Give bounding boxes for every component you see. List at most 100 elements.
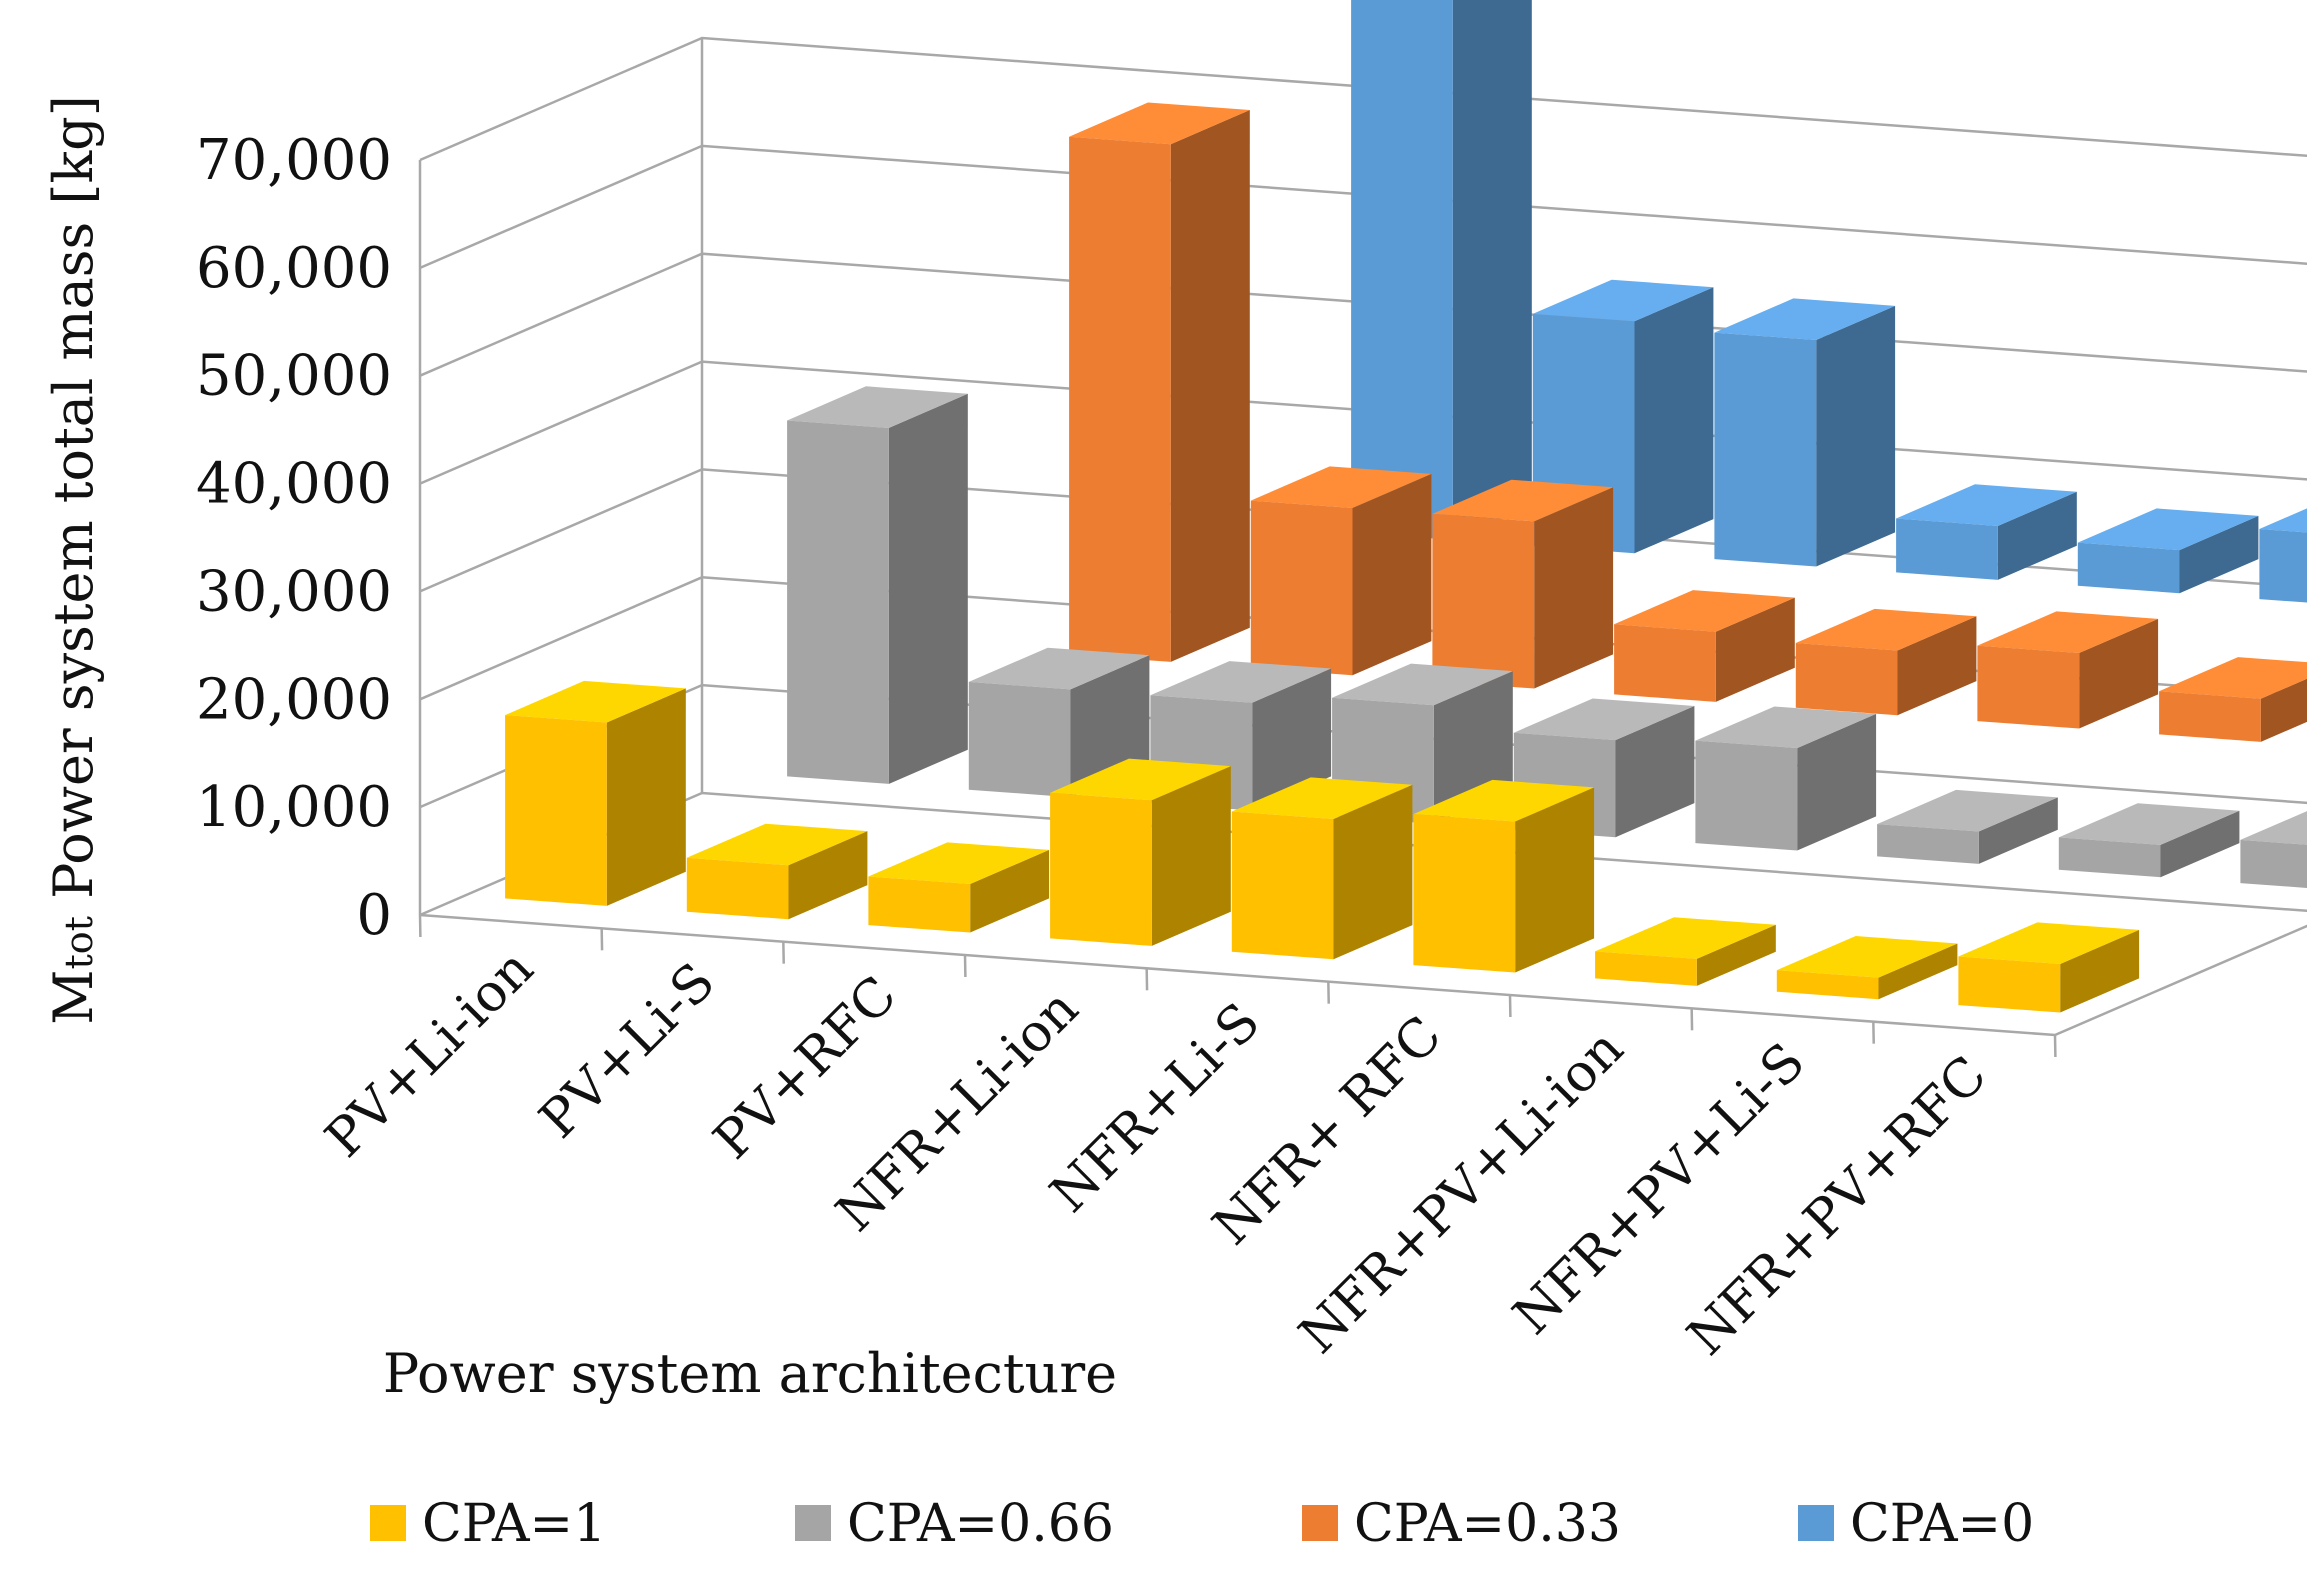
bar-front-face xyxy=(1250,500,1353,676)
bar-top-face xyxy=(1877,789,2058,832)
bar xyxy=(2240,811,2307,888)
bar-front-face xyxy=(1776,970,1879,1000)
bar-top-face xyxy=(1958,922,2140,964)
bar xyxy=(505,680,686,906)
legend-label: CPA=0.66 xyxy=(847,1494,1114,1554)
bar xyxy=(686,823,868,920)
y-tick-label: 60,000 xyxy=(196,236,392,301)
bar-side-face xyxy=(1997,491,2077,580)
bar-front-face xyxy=(1795,643,1898,716)
bar-front-face xyxy=(787,420,889,784)
bar-side-face xyxy=(2060,929,2140,1013)
bar-side-face xyxy=(2260,678,2307,742)
bars xyxy=(505,0,2307,1013)
legend-item: CPA=0 xyxy=(1798,1494,2034,1554)
y-axis-title-prefix: M xyxy=(42,970,105,1025)
bar xyxy=(1413,779,1595,973)
y-tick-label: 30,000 xyxy=(196,559,392,624)
legend-label: CPA=0.33 xyxy=(1354,1494,1621,1554)
bar-side-face xyxy=(1696,924,1776,986)
bar-top-face xyxy=(1069,102,1250,145)
bar xyxy=(1069,102,1250,662)
bar-side-face xyxy=(788,831,868,920)
y-tick-label: 40,000 xyxy=(196,452,392,517)
y-tick-labels: 0 10,000 20,000 30,000 40,000 50,000 60,000 70,… xyxy=(196,128,392,948)
category-label: PV+Li-ion xyxy=(314,938,545,1169)
category-label: PV+Li-S xyxy=(528,952,726,1150)
category-labels: PV+Li-ionPV+Li-SPV+RFCNFR+Li-ionNFR+Li-S… xyxy=(314,938,1998,1367)
bar-side-face xyxy=(606,688,686,906)
bar-side-face xyxy=(1352,473,1432,676)
bar-side-face xyxy=(1634,287,1714,554)
bar xyxy=(1776,936,1958,1000)
bar-side-face xyxy=(2160,810,2240,878)
bar-top-face xyxy=(968,647,1150,690)
legend-item: CPA=0.66 xyxy=(795,1494,1114,1554)
bar xyxy=(1351,0,1532,540)
bar-front-face xyxy=(1069,136,1171,662)
bar-top-face xyxy=(1977,611,2159,653)
bar-side-face xyxy=(1515,787,1595,973)
bar-top-face xyxy=(686,823,868,866)
bar-side-face xyxy=(1816,305,1896,567)
bar-front-face xyxy=(1231,811,1334,960)
bar-front-face xyxy=(2159,691,2261,742)
bar xyxy=(1977,611,2159,729)
y-tick-label: 50,000 xyxy=(196,344,392,409)
bar-side-face xyxy=(1978,797,2058,864)
bar-top-face xyxy=(2058,803,2240,845)
bar xyxy=(1595,917,1776,986)
bar xyxy=(2077,508,2259,594)
bar-top-face xyxy=(1896,484,2077,526)
bar-front-face xyxy=(1432,513,1535,689)
legend: CPA=1 CPA=0.66 CPA=0.33 CPA=0 xyxy=(370,1494,2034,1554)
bar xyxy=(1877,789,2058,864)
bar xyxy=(1614,590,1795,702)
legend-swatch xyxy=(370,1505,406,1541)
bar-top-face xyxy=(2259,508,2307,533)
bar-top-face xyxy=(1050,758,1231,801)
bar-top-face xyxy=(1513,698,1695,741)
bar-front-face xyxy=(686,857,789,920)
bar-top-face xyxy=(1795,608,1977,651)
bar-front-face xyxy=(1050,792,1152,946)
category-label: PV+RFC xyxy=(703,965,909,1171)
bar-top-face xyxy=(1432,479,1614,522)
y-axis-title-rest: Power system total mass [kg] xyxy=(42,95,105,916)
bar xyxy=(1231,777,1413,960)
bar-side-face xyxy=(2079,618,2159,729)
bar xyxy=(1795,608,1977,716)
bar-top-face xyxy=(1776,936,1958,978)
legend-swatch xyxy=(1302,1505,1338,1541)
legend-label: CPA=0 xyxy=(1850,1494,2034,1554)
legend-item: CPA=0.33 xyxy=(1302,1494,1621,1554)
bar xyxy=(868,842,1050,933)
legend-swatch xyxy=(1798,1505,1834,1541)
bar xyxy=(1432,479,1614,689)
bar-top-face xyxy=(1231,777,1413,819)
bar-side-face xyxy=(1878,943,1958,1000)
bar-side-face xyxy=(970,849,1050,933)
bar xyxy=(1250,466,1432,676)
bar-front-face xyxy=(2058,837,2161,878)
category-label: NFR+PV+Li-ion xyxy=(1288,1018,1635,1365)
bar-side-face xyxy=(1252,668,1332,811)
y-tick-label: 10,000 xyxy=(196,775,392,840)
bar-side-face xyxy=(1452,0,1532,540)
bar-top-face xyxy=(505,680,686,723)
bar xyxy=(1050,758,1231,946)
bar xyxy=(2259,508,2307,603)
bar-side-face xyxy=(1170,110,1250,662)
bar-front-face xyxy=(1896,518,1998,580)
y-axis-title-subscript: tot xyxy=(57,916,101,969)
bar-front-face xyxy=(868,876,971,933)
bar xyxy=(2058,803,2240,878)
bar-front-face xyxy=(1351,0,1453,540)
bar-top-face xyxy=(1532,279,1714,322)
bar-front-face xyxy=(505,715,607,906)
legend-label: CPA=1 xyxy=(422,1494,606,1554)
y-axis-title: Mtot Power system total mass [kg] xyxy=(42,95,105,1025)
y-tick-label: 70,000 xyxy=(196,128,392,193)
